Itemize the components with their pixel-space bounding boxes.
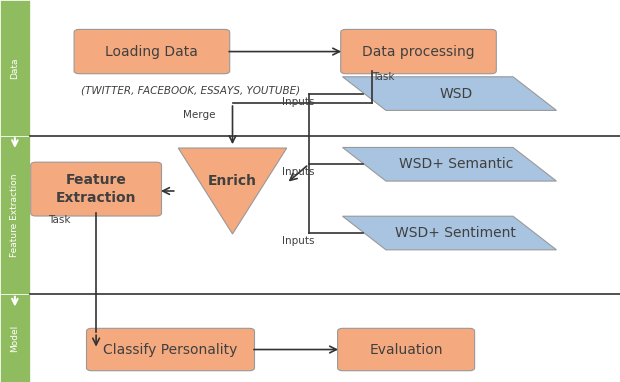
Text: WSD+ Semantic: WSD+ Semantic [399,157,513,171]
Text: Data: Data [11,57,19,79]
Text: Merge: Merge [183,110,215,120]
Text: Inputs: Inputs [282,236,314,246]
Text: Loading Data: Loading Data [105,45,198,58]
FancyBboxPatch shape [341,29,497,74]
Polygon shape [342,147,557,181]
FancyBboxPatch shape [74,29,229,74]
Text: (TWITTER, FACEBOOK, ESSAYS, YOUTUBE): (TWITTER, FACEBOOK, ESSAYS, YOUTUBE) [81,86,299,96]
Text: Enrich: Enrich [208,175,257,188]
FancyBboxPatch shape [0,0,30,136]
Text: Evaluation: Evaluation [370,343,443,356]
Polygon shape [342,216,557,250]
Text: Data processing: Data processing [362,45,475,58]
Text: Feature
Extraction: Feature Extraction [56,173,136,205]
FancyBboxPatch shape [0,294,30,382]
Text: Classify Personality: Classify Personality [104,343,237,356]
Polygon shape [342,77,557,110]
Text: Inputs: Inputs [282,97,314,107]
Text: Inputs: Inputs [282,167,314,176]
Text: WSD+ Sentiment: WSD+ Sentiment [396,226,516,240]
FancyBboxPatch shape [337,328,475,371]
Text: WSD: WSD [439,87,472,100]
FancyBboxPatch shape [87,328,255,371]
FancyBboxPatch shape [0,136,30,294]
FancyBboxPatch shape [30,162,161,216]
Text: Feature Extraction: Feature Extraction [11,173,19,257]
Text: Task: Task [48,215,71,225]
Text: Model: Model [11,324,19,352]
Polygon shape [179,148,286,234]
Text: Task: Task [372,72,394,82]
